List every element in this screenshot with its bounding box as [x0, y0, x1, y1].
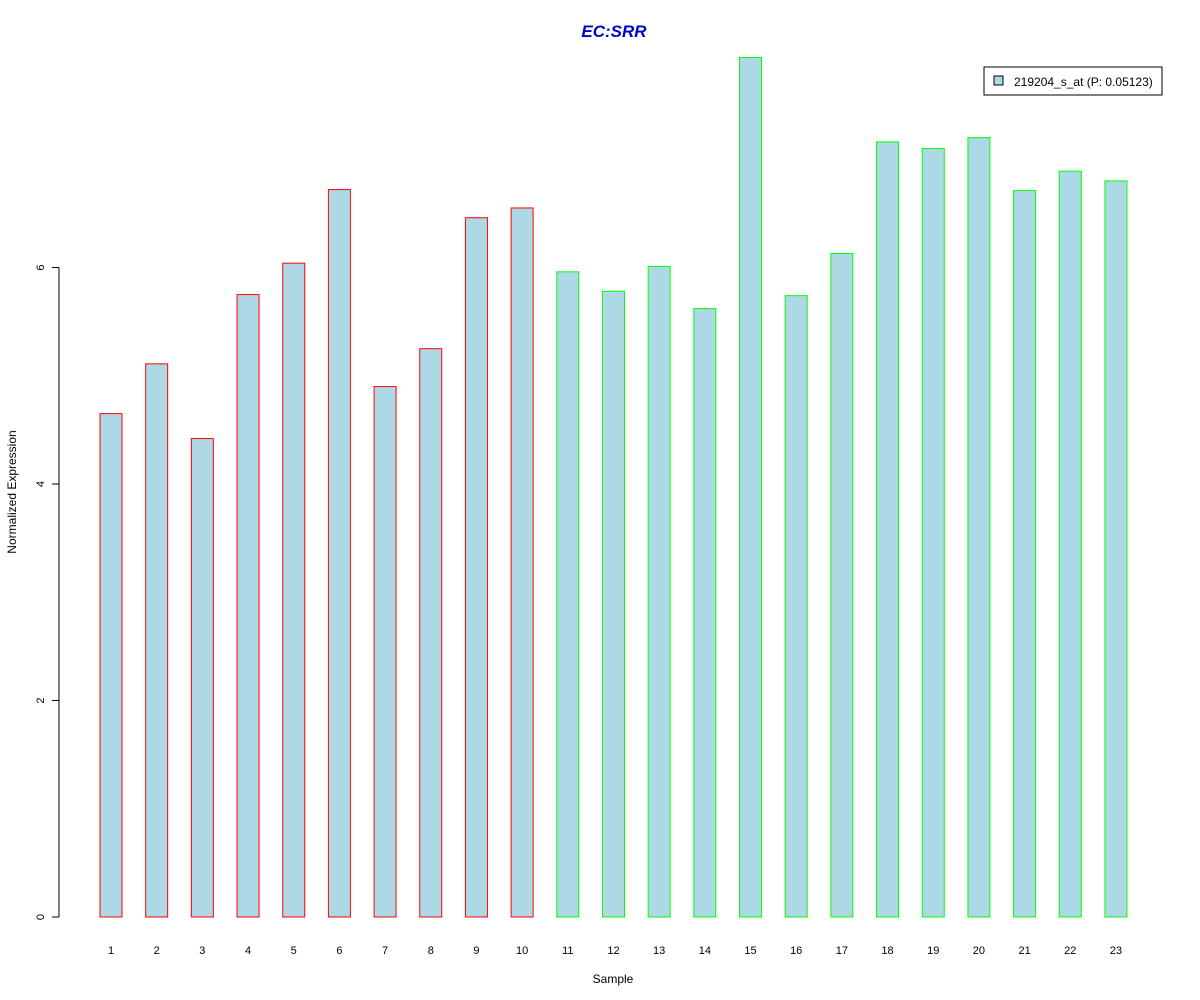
- x-tick-label-11: 11: [562, 945, 573, 957]
- bar-7: [373, 386, 397, 918]
- x-tick-label-5: 5: [291, 945, 297, 957]
- x-tick-labels: 1 2 3 4 5 6 7 8 9 10 11 12 13 14 15 16 17 18 19 20 21 22 23: [108, 945, 1122, 957]
- bar-14: [693, 308, 717, 918]
- bar-12: [601, 290, 625, 918]
- y-tick-label-6: 6: [35, 264, 47, 270]
- bar-15: [739, 57, 763, 918]
- bar-3: [190, 438, 214, 918]
- bar-13: [647, 265, 671, 918]
- bar-1: [99, 413, 123, 918]
- y-tick-label-2: 2: [35, 697, 47, 703]
- x-tick-label-7: 7: [382, 945, 388, 957]
- x-tick-label-1: 1: [108, 945, 114, 957]
- bar-19: [921, 147, 945, 918]
- chart-title: EC:SRR: [581, 22, 647, 41]
- bar-9: [464, 217, 488, 918]
- x-tick-label-8: 8: [428, 945, 434, 957]
- bar-10: [510, 207, 534, 918]
- bar-4: [236, 294, 260, 918]
- legend-label: 219204_s_at (P: 0.05123): [1014, 75, 1153, 89]
- bar-2: [145, 363, 169, 918]
- bar-23: [1104, 180, 1128, 918]
- bar-18: [876, 141, 900, 918]
- x-tick-label-15: 15: [744, 945, 756, 957]
- bar-16: [784, 295, 808, 918]
- x-tick-label-2: 2: [154, 945, 160, 957]
- y-axis: 0 2 4 6: [35, 264, 60, 920]
- x-tick-label-10: 10: [516, 945, 528, 957]
- x-tick-label-20: 20: [973, 945, 985, 957]
- x-tick-label-21: 21: [1018, 945, 1030, 957]
- x-tick-label-12: 12: [607, 945, 619, 957]
- bars-layer: [99, 57, 1128, 918]
- legend-swatch: [993, 75, 1004, 86]
- bar-11: [556, 271, 580, 918]
- y-axis-label: Normalized Expression: [5, 430, 19, 553]
- legend: 219204_s_at (P: 0.05123): [983, 66, 1163, 96]
- x-tick-label-9: 9: [473, 945, 479, 957]
- x-tick-label-6: 6: [336, 945, 342, 957]
- bar-21: [1013, 190, 1037, 918]
- bar-22: [1058, 170, 1082, 918]
- x-tick-label-4: 4: [245, 945, 251, 957]
- x-tick-label-18: 18: [881, 945, 893, 957]
- bar-17: [830, 252, 854, 918]
- y-tick-label-4: 4: [35, 481, 47, 487]
- x-tick-label-19: 19: [927, 945, 939, 957]
- x-axis-label: Sample: [593, 972, 634, 986]
- legend-box: [983, 66, 1163, 96]
- x-tick-label-22: 22: [1064, 945, 1076, 957]
- bar-8: [419, 348, 443, 918]
- x-tick-label-3: 3: [199, 945, 205, 957]
- x-tick-label-13: 13: [653, 945, 665, 957]
- x-tick-label-16: 16: [790, 945, 802, 957]
- x-tick-label-23: 23: [1110, 945, 1122, 957]
- y-tick-label-0: 0: [35, 914, 47, 920]
- bar-6: [327, 189, 351, 918]
- bar-20: [967, 137, 991, 918]
- bar-5: [282, 262, 306, 918]
- x-tick-label-14: 14: [699, 945, 711, 957]
- x-tick-label-17: 17: [836, 945, 848, 957]
